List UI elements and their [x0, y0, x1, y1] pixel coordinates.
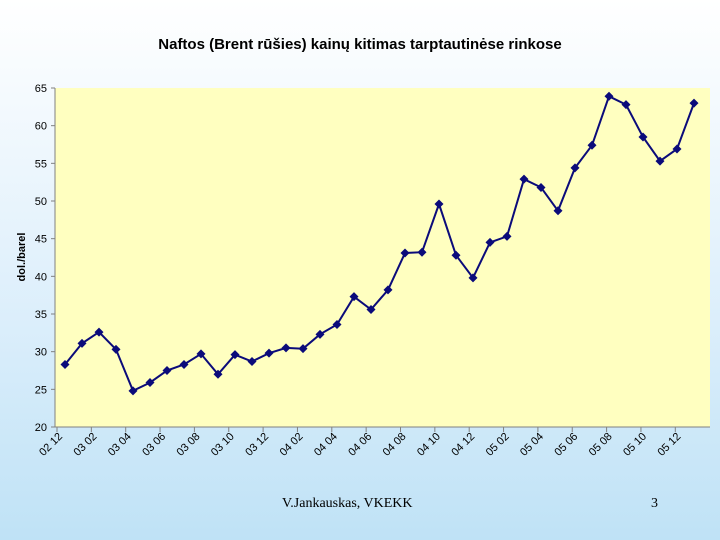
y-tick-label: 55 — [35, 158, 47, 170]
data-point — [570, 163, 580, 173]
data-point — [366, 304, 376, 314]
data-point — [553, 206, 563, 216]
data-point — [315, 329, 325, 339]
x-axis-ticks: 02 12 03 02 03 04 03 06 03 08 03 10 03 12 04 02… — [37, 427, 683, 459]
data-point — [349, 292, 359, 302]
y-tick-label: 65 — [35, 83, 47, 95]
x-tick-label: 05 12 — [655, 431, 683, 459]
data-point — [94, 327, 104, 337]
y-tick-label: 20 — [35, 422, 47, 434]
data-point — [213, 369, 223, 379]
x-tick-label: 04 12 — [449, 431, 477, 459]
x-tick-label: 03 08 — [175, 431, 203, 459]
y-tick-label: 30 — [35, 347, 47, 359]
x-tick-label: 03 06 — [140, 431, 168, 459]
y-tick-label: 45 — [35, 234, 47, 246]
data-point — [128, 386, 138, 396]
data-point — [60, 359, 70, 369]
data-point — [621, 100, 631, 110]
footer-author: V.Jankauskas, VKEKK — [282, 496, 413, 511]
data-point — [145, 378, 155, 388]
x-tick-label: 05 02 — [484, 431, 512, 459]
y-tick-label: 25 — [35, 384, 47, 396]
data-point — [638, 132, 648, 142]
y-tick-label: 35 — [35, 309, 47, 321]
y-tick-label: 50 — [35, 196, 47, 208]
data-point — [655, 156, 665, 166]
data-point — [179, 359, 189, 369]
data-point — [230, 350, 240, 360]
x-tick-label: 04 06 — [346, 431, 374, 459]
data-point — [536, 182, 546, 192]
axes — [54, 88, 710, 428]
data-point — [689, 98, 699, 108]
x-tick-label: 05 10 — [621, 431, 649, 459]
chart-title: Naftos (Brent rūšies) kainų kitimas tarp… — [158, 36, 562, 53]
data-point — [604, 91, 614, 101]
data-point — [672, 144, 682, 154]
x-tick-label: 03 04 — [106, 431, 134, 459]
y-axis-label: dol./barel — [16, 233, 28, 282]
data-point — [196, 349, 206, 359]
data-point — [383, 285, 393, 295]
data-point — [247, 356, 257, 366]
plot-area — [55, 88, 710, 427]
data-point — [111, 344, 121, 354]
y-axis-ticks: 20 25 30 35 40 45 50 55 60 65 — [35, 83, 55, 434]
x-tick-label: 04 10 — [415, 431, 443, 459]
data-point — [298, 344, 308, 354]
x-tick-label: 02 12 — [37, 431, 65, 459]
data-point — [77, 338, 87, 348]
data-point — [162, 366, 172, 375]
y-tick-label: 60 — [35, 121, 47, 133]
data-point — [434, 199, 444, 209]
data-point — [519, 174, 529, 184]
x-tick-label: 05 06 — [552, 431, 580, 459]
x-tick-label: 04 02 — [278, 431, 306, 459]
x-tick-label: 05 04 — [518, 431, 546, 459]
x-tick-label: 05 08 — [587, 431, 615, 459]
data-point — [485, 237, 495, 247]
x-tick-label: 04 08 — [381, 431, 409, 459]
data-point — [281, 343, 291, 353]
data-point — [587, 140, 597, 150]
y-tick-label: 40 — [35, 271, 47, 283]
data-point — [332, 320, 342, 330]
x-tick-label: 03 10 — [209, 431, 237, 459]
data-point — [451, 250, 461, 260]
data-point — [502, 231, 512, 241]
data-point — [417, 247, 427, 257]
x-tick-label: 03 12 — [243, 431, 271, 459]
x-tick-label: 04 04 — [312, 431, 340, 459]
x-tick-label: 03 02 — [72, 431, 100, 459]
data-point — [264, 348, 274, 358]
series-markers — [60, 91, 699, 396]
page-number: 3 — [651, 496, 658, 511]
data-point — [400, 248, 410, 258]
data-point — [468, 273, 478, 283]
